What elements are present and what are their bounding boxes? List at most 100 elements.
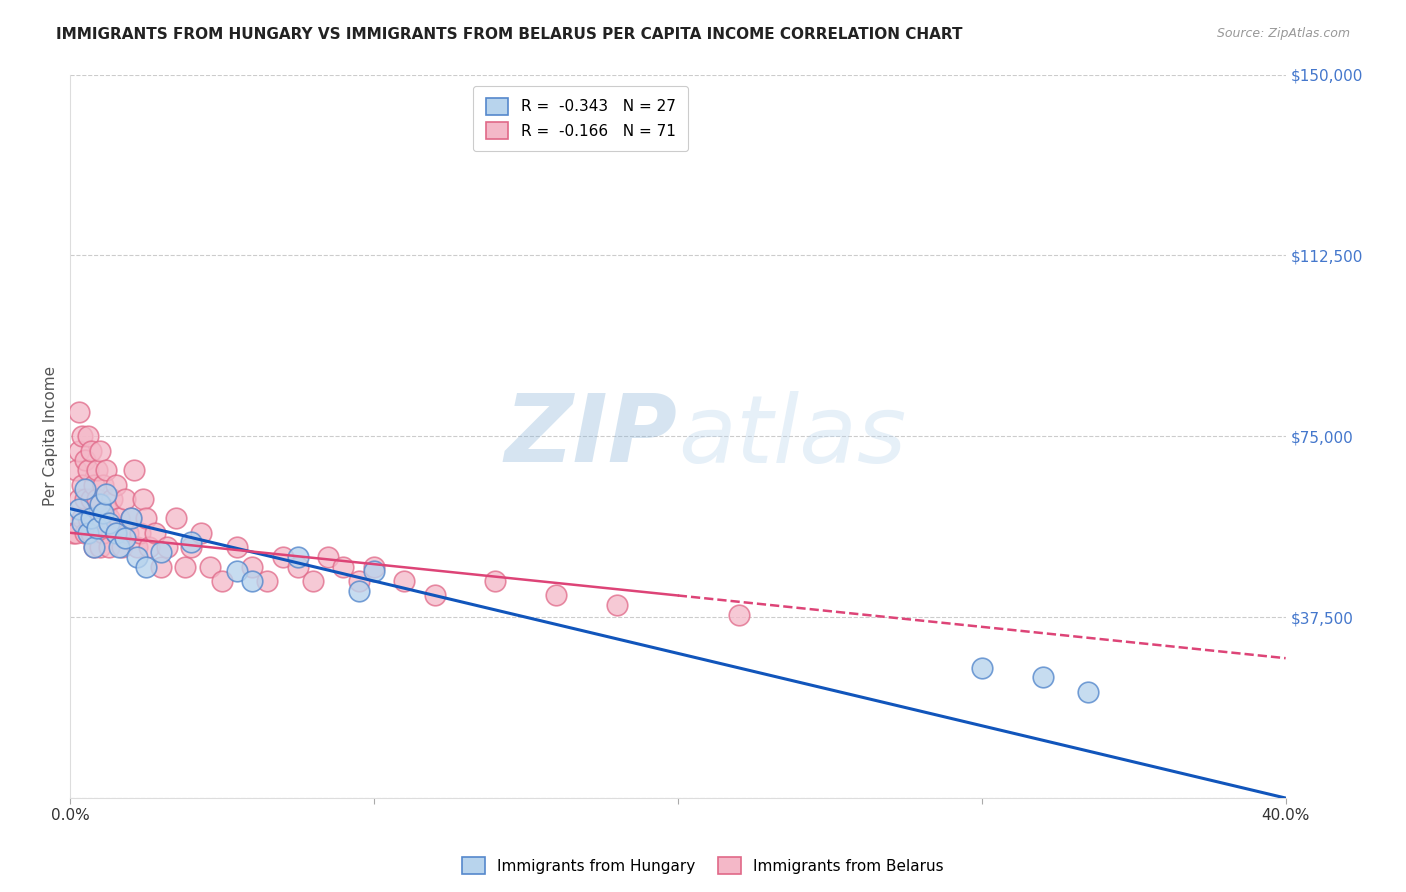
Point	[77, 463, 100, 477]
Point	[394, 574, 416, 588]
Point	[165, 511, 187, 525]
Point	[332, 559, 354, 574]
Point	[75, 453, 97, 467]
Point	[135, 511, 157, 525]
Point	[271, 549, 294, 564]
Text: atlas: atlas	[678, 391, 905, 482]
Point	[132, 491, 155, 506]
Point	[363, 559, 385, 574]
Point	[138, 540, 160, 554]
Point	[67, 491, 90, 506]
Point	[150, 559, 173, 574]
Point	[226, 565, 249, 579]
Point	[83, 540, 105, 554]
Point	[86, 463, 108, 477]
Point	[80, 525, 103, 540]
Point	[96, 501, 118, 516]
Point	[107, 540, 129, 554]
Point	[83, 540, 105, 554]
Point	[180, 535, 202, 549]
Point	[190, 525, 212, 540]
Point	[98, 540, 121, 554]
Point	[122, 463, 145, 477]
Point	[156, 540, 179, 554]
Point	[75, 491, 97, 506]
Point	[143, 525, 166, 540]
Point	[89, 497, 111, 511]
Legend: Immigrants from Hungary, Immigrants from Belarus: Immigrants from Hungary, Immigrants from…	[456, 851, 950, 880]
Point	[67, 443, 90, 458]
Point	[211, 574, 233, 588]
Text: Source: ZipAtlas.com: Source: ZipAtlas.com	[1216, 27, 1350, 40]
Point	[546, 589, 568, 603]
Point	[316, 549, 339, 564]
Point	[128, 525, 150, 540]
Point	[174, 559, 197, 574]
Point	[70, 477, 93, 491]
Point	[226, 540, 249, 554]
Point	[117, 525, 139, 540]
Point	[93, 525, 115, 540]
Point	[65, 525, 87, 540]
Text: IMMIGRANTS FROM HUNGARY VS IMMIGRANTS FROM BELARUS PER CAPITA INCOME CORRELATION: IMMIGRANTS FROM HUNGARY VS IMMIGRANTS FR…	[56, 27, 963, 42]
Point	[125, 549, 148, 564]
Point	[302, 574, 325, 588]
Point	[104, 525, 127, 540]
Point	[65, 463, 87, 477]
Point	[75, 483, 97, 497]
Point	[347, 583, 370, 598]
Point	[70, 429, 93, 443]
Text: ZIP: ZIP	[505, 391, 678, 483]
Point	[120, 511, 142, 525]
Point	[423, 589, 446, 603]
Point	[75, 525, 97, 540]
Point	[363, 565, 385, 579]
Point	[240, 559, 263, 574]
Point	[120, 511, 142, 525]
Point	[98, 511, 121, 525]
Point	[180, 540, 202, 554]
Y-axis label: Per Capita Income: Per Capita Income	[44, 367, 58, 507]
Point	[93, 477, 115, 491]
Point	[86, 491, 108, 506]
Point	[110, 540, 132, 554]
Point	[77, 429, 100, 443]
Point	[114, 531, 136, 545]
Point	[104, 477, 127, 491]
Point	[83, 511, 105, 525]
Point	[125, 540, 148, 554]
Legend: R =  -0.343   N = 27, R =  -0.166   N = 71: R = -0.343 N = 27, R = -0.166 N = 71	[474, 86, 688, 151]
Point	[240, 574, 263, 588]
Point	[67, 405, 90, 419]
Point	[80, 491, 103, 506]
Point	[77, 525, 100, 540]
Point	[98, 516, 121, 530]
Point	[83, 477, 105, 491]
Point	[89, 511, 111, 525]
Point	[727, 607, 749, 622]
Point	[96, 487, 118, 501]
Point	[107, 511, 129, 525]
Point	[287, 549, 309, 564]
Point	[70, 511, 93, 525]
Point	[256, 574, 278, 588]
Point	[89, 443, 111, 458]
Point	[93, 507, 115, 521]
Point	[970, 661, 993, 675]
Point	[287, 559, 309, 574]
Point	[150, 545, 173, 559]
Point	[80, 443, 103, 458]
Point	[70, 516, 93, 530]
Point	[1077, 685, 1099, 699]
Point	[1031, 670, 1053, 684]
Point	[89, 540, 111, 554]
Point	[484, 574, 506, 588]
Point	[80, 511, 103, 525]
Point	[86, 521, 108, 535]
Point	[347, 574, 370, 588]
Point	[96, 463, 118, 477]
Point	[104, 525, 127, 540]
Point	[101, 491, 124, 506]
Point	[67, 501, 90, 516]
Point	[114, 491, 136, 506]
